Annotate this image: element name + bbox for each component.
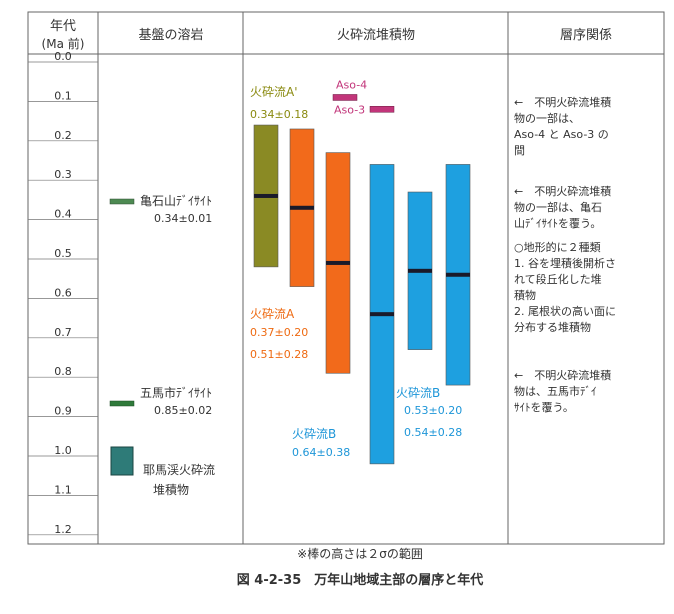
relation-line: 2. 尾根状の高い面に [514,304,616,318]
age-tick-label: 1.0 [54,444,72,457]
relation-line: ← 不明火砕流堆積 [514,368,611,382]
age-bar-center-2 [290,205,314,210]
flow-value-b-right-2: 0.54±0.28 [404,426,462,439]
header-age: 年代 [50,19,76,34]
flow-value-a-2: 0.51±0.28 [250,348,308,361]
age-tick-label: 0.8 [54,365,72,378]
age-bar-center-3 [326,260,350,265]
kameishiyama-name: 亀石山ﾃﾞｲｻｲﾄ [140,194,212,208]
header-basement: 基盤の溶岩 [138,28,203,43]
kameishiyama-marker [109,198,135,205]
yabakei-name-2: 堆積物 [153,482,189,497]
footnote: ※棒の高さは２σの範囲 [297,546,423,561]
figure-caption: 図 4-2-35 万年山地域主部の層序と年代 [237,572,484,588]
age-tick-label: 0.2 [54,129,72,142]
yabakei-marker [110,446,134,476]
relation-line: ← 不明火砕流堆積 [514,184,611,198]
flow-label-a: 火砕流A [250,306,295,321]
relation-line: ← 不明火砕流堆積 [514,95,611,109]
relation-line: 1. 谷を埋積後開析さ [514,256,616,270]
flow-value-b-left-1: 0.64±0.38 [292,446,350,459]
relation-line: 分布する堆積物 [514,320,591,334]
relation-line: 物の一部は、 [514,111,580,125]
relation-line: ○地形的に２種類 [514,240,601,254]
age-tick-label: 0.1 [54,89,72,102]
age-tick-label: 0.5 [54,247,72,260]
relation-line: 物の一部は、亀石 [514,200,602,214]
itsuma-name: 五馬市ﾃﾞｲｻｲﾄ [140,385,212,400]
relation-line: ｻｲﾄを覆う。 [514,401,574,414]
age-tick-label: 0.9 [54,405,72,418]
flow-label-a-prime: 火砕流A' [250,84,298,99]
tephra-marker-aso-4 [332,94,358,101]
relation-line: れて段丘化した堆 [514,272,602,286]
flow-label-b-right: 火砕流B [396,385,440,400]
kameishiyama-value: 0.34±0.01 [154,212,212,225]
age-bar-center-5 [408,268,432,273]
pyroclastic-bars [253,124,471,465]
flow-value-b-right-1: 0.53±0.20 [404,404,462,417]
tephra-label-aso-3: Aso-3 [334,103,365,116]
relation-line: 積物 [514,288,536,302]
yabakei-name: 耶馬渓火砕流 [143,462,215,477]
relation-line: 間 [514,144,525,157]
age-axis: 0.0 0.1 0.2 0.3 0.4 0.5 0.6 0.7 0.8 0.9 1.0 1.1 1.2 [28,50,98,536]
flow-label-b-left: 火砕流B [292,426,336,441]
age-tick-label: 0.6 [54,286,72,299]
itsuma-value: 0.85±0.02 [154,404,212,417]
tephra-marker-aso-3 [369,106,395,113]
header-age-unit: (Ma 前) [42,36,85,51]
relation-line: Aso-4 と Aso-3 の [514,128,609,141]
age-bar-center-1 [254,193,278,198]
flow-value-a-1: 0.37±0.20 [250,326,308,339]
tephra-markers: Aso-4 Aso-3 [332,78,395,116]
table-frame [27,11,665,545]
relation-line: 物は、五馬市ﾃﾞｲ [514,384,597,398]
age-tick-label: 1.1 [54,483,72,496]
flow-value-a-prime-1: 0.34±0.18 [250,108,308,121]
relation-line: 山ﾃﾞｲｻｲﾄを覆う。 [514,217,601,230]
age-tick-label: 0.3 [54,168,72,181]
tephra-label-aso-4: Aso-4 [336,78,367,91]
age-tick-label: 1.2 [54,523,72,536]
header-stratigraphy: 層序関係 [560,28,612,43]
age-bar-center-6 [446,272,470,277]
age-tick-label: 0.7 [54,326,72,339]
age-tick-label: 0.0 [54,50,72,63]
header-pyroclastic: 火砕流堆積物 [337,28,415,43]
age-bar-center-4 [370,312,394,317]
age-tick-label: 0.4 [54,208,72,221]
itsuma-marker [109,400,135,407]
